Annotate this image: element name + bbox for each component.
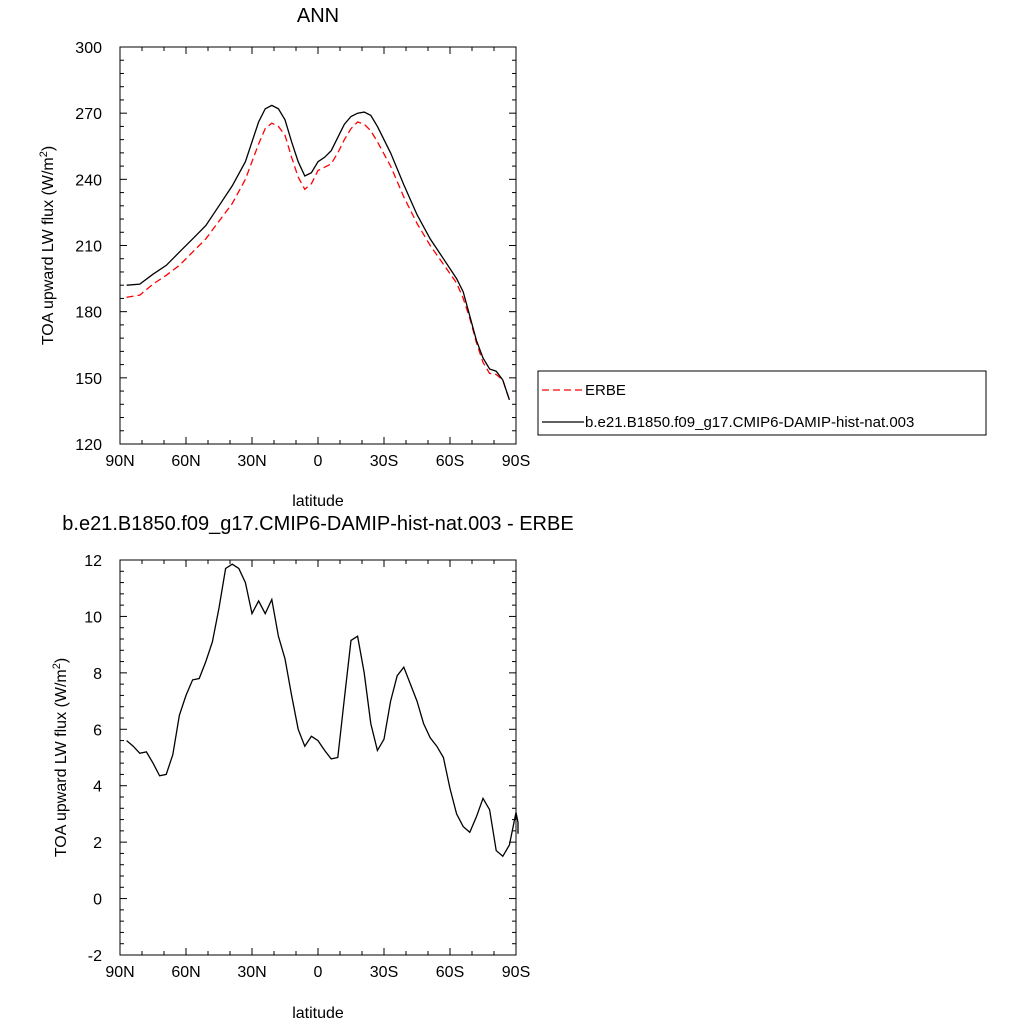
y-tick-label: 6 — [93, 722, 102, 739]
legend-box — [537, 370, 987, 436]
plot-frame — [119, 559, 517, 956]
y-tick-label: 2 — [93, 835, 102, 852]
y-tick-label: 4 — [93, 779, 102, 796]
series-line-b-e21-b1850-f09-g17-cmip6-damip-hist-nat-003 — [126, 104, 511, 401]
x-tick-label: 60S — [436, 453, 464, 470]
x-tick-label: 30N — [237, 453, 266, 470]
legend-label: ERBE — [585, 382, 626, 399]
y-tick-label: 210 — [75, 239, 102, 256]
y-tick-label: 180 — [75, 305, 102, 322]
legend-label: b.e21.B1850.f09_g17.CMIP6-DAMIP-hist-nat… — [585, 414, 914, 431]
y-tick-label: 12 — [84, 553, 102, 570]
x-tick-label: 0 — [314, 453, 323, 470]
series-line-erbe — [126, 121, 511, 401]
y-axis-label: TOA upward LW flux (W/m2) — [38, 146, 57, 345]
bottom-panel: b.e21.B1850.f09_g17.CMIP6-DAMIP-hist-nat… — [51, 513, 574, 1022]
x-axis-label: latitude — [292, 1005, 344, 1022]
y-axis-label: TOA upward LW flux (W/m2) — [51, 658, 70, 857]
plot-frame — [119, 46, 517, 445]
x-tick-label: 90S — [502, 453, 530, 470]
chart-title: ANN — [297, 5, 339, 27]
y-tick-label: 10 — [84, 609, 102, 626]
y-tick-label: 120 — [75, 437, 102, 454]
x-tick-label: 90N — [105, 453, 134, 470]
x-tick-label: 30S — [370, 453, 398, 470]
y-tick-label: 270 — [75, 106, 102, 123]
y-tick-label: 8 — [93, 666, 102, 683]
x-tick-label: 90S — [502, 964, 530, 981]
y-tick-label: 0 — [93, 892, 102, 909]
y-tick-label: 150 — [75, 371, 102, 388]
x-tick-label: 30S — [370, 964, 398, 981]
x-tick-label: 0 — [314, 964, 323, 981]
top-panel: ANN 90N 60N 30N 0 30S 60S 90S 120 150 180 210 240 270… — [38, 5, 987, 510]
x-tick-label: 60N — [171, 453, 200, 470]
x-tick-label: 90N — [105, 964, 134, 981]
x-tick-label: 60S — [436, 964, 464, 981]
y-tick-label: 240 — [75, 172, 102, 189]
x-tick-label: 30N — [237, 964, 266, 981]
y-tick-label: 300 — [75, 40, 102, 57]
x-axis-label: latitude — [292, 493, 344, 510]
y-tick-label: -2 — [88, 948, 102, 965]
chart-title: b.e21.B1850.f09_g17.CMIP6-DAMIP-hist-nat… — [62, 513, 573, 535]
x-tick-label: 60N — [171, 964, 200, 981]
series-line-difference — [126, 563, 519, 858]
